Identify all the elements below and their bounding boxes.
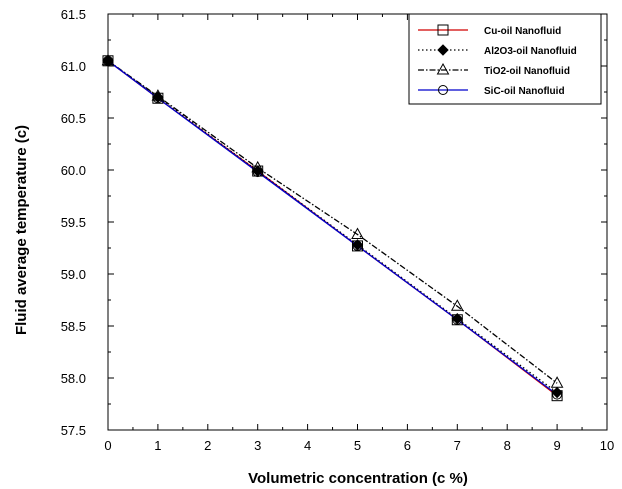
y-tick-label: 58.5 [61, 319, 86, 334]
data-point-al2o3-oil-nanofluid [551, 386, 563, 399]
x-tick-label: 7 [454, 438, 461, 453]
legend-marker-sic-oil-nanofluid [438, 85, 448, 95]
series-line-sic-oil-nanofluid [107, 60, 558, 396]
legend-label-cu-oil-nanofluid: Cu-oil Nanofluid [484, 26, 561, 37]
data-point-sic-oil-nanofluid [152, 93, 163, 104]
x-tick-label: 2 [204, 438, 211, 453]
x-tick-label: 5 [354, 438, 361, 453]
data-point-sic-oil-nanofluid [552, 389, 563, 400]
x-tick-label: 10 [600, 438, 614, 453]
y-tick-label: 60.0 [61, 163, 86, 178]
y-tick-label: 57.5 [61, 423, 86, 438]
data-point-tio2-oil-nanofluid [151, 89, 165, 101]
data-point-tio2-oil-nanofluid [450, 299, 464, 311]
x-tick-label: 3 [254, 438, 261, 453]
x-axis-title: Volumetric concentration (c %) [248, 470, 468, 487]
legend-box [408, 13, 602, 105]
data-point-tio2-oil-nanofluid [550, 376, 564, 388]
legend: Cu-oil Nanofluid Al2O3-oil Nanofluid TiO2-… [408, 13, 602, 105]
data-point-tio2-oil-nanofluid [251, 160, 265, 173]
y-tick-label: 59.0 [61, 267, 86, 282]
x-tick-label: 0 [104, 438, 111, 453]
data-point-sic-oil-nanofluid [352, 240, 363, 251]
data-point-sic-oil-nanofluid [252, 167, 263, 178]
data-point-al2o3-oil-nanofluid [102, 55, 114, 67]
series-line-tio2-oil-nanofluid [107, 60, 558, 384]
legend-marker-al2o3-oil-nanofluid [437, 44, 449, 56]
data-point-sic-oil-nanofluid [103, 55, 113, 66]
series-lines [107, 60, 558, 397]
y-axis-title: Fluid average temperature (c) [13, 125, 30, 335]
legend-label-al2o3-oil-nanofluid: Al2O3-oil Nanofluid [484, 46, 577, 57]
legend-label-tio2-oil-nanofluid: TiO2-oil Nanofluid [484, 66, 570, 77]
legend-label-sic-oil-nanofluid: SiC-oil Nanofluid [484, 86, 565, 97]
legend-marker-tio2-oil-nanofluid [436, 62, 450, 75]
data-point-sic-oil-nanofluid [452, 314, 463, 325]
y-tick-label: 61.5 [61, 7, 86, 22]
x-tick-label: 9 [553, 438, 560, 453]
x-tick-label: 6 [404, 438, 411, 453]
y-tick-label: 59.5 [61, 215, 86, 230]
y-axis-ticks: 57.5 58.0 58.5 59.0 59.5 60.0 60.5 61.0 61.5 [61, 7, 607, 438]
y-tick-label: 58.0 [61, 371, 86, 386]
series-markers [101, 53, 564, 402]
x-tick-label: 1 [154, 438, 161, 453]
x-tick-label: 8 [504, 438, 511, 453]
x-tick-label: 4 [304, 438, 311, 453]
x-axis-ticks: 0 1 2 3 4 5 6 7 8 9 10 [104, 14, 614, 453]
y-tick-label: 60.5 [61, 111, 86, 126]
data-point-tio2-oil-nanofluid [351, 227, 364, 239]
legend-marker-cu-oil-nanofluid [437, 24, 449, 36]
y-tick-label: 61.0 [61, 59, 86, 74]
